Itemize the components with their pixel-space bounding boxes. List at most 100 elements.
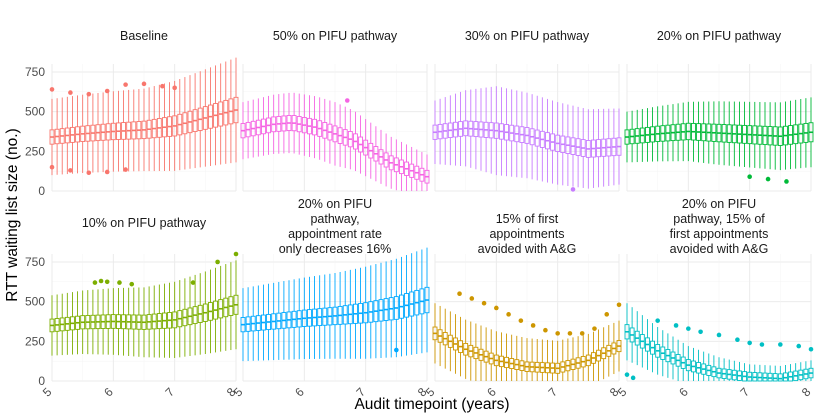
box — [95, 289, 101, 355]
outlier-point — [104, 279, 110, 285]
box — [100, 92, 106, 173]
box — [223, 264, 229, 351]
box — [255, 285, 261, 361]
box — [519, 336, 525, 381]
box — [399, 256, 404, 357]
box — [419, 151, 425, 191]
box — [596, 108, 601, 188]
box — [121, 287, 126, 356]
box — [322, 274, 328, 359]
box — [767, 102, 773, 170]
facet-panel: Baseline 0 250 500 750 — [25, 29, 239, 198]
box — [716, 101, 722, 165]
outlier-point — [570, 187, 576, 192]
box — [696, 101, 701, 163]
facet-strip-title-line: 10% on PIFU pathway — [82, 216, 207, 230]
box — [634, 311, 640, 366]
outlier-points — [49, 81, 177, 176]
box — [307, 95, 312, 157]
box — [75, 95, 80, 174]
box — [580, 108, 586, 188]
box — [414, 149, 420, 191]
box — [250, 286, 256, 361]
facet-panel: 50% on PIFU pathway — [240, 29, 430, 192]
outlier-point — [457, 291, 462, 296]
box — [468, 321, 474, 381]
box — [788, 100, 793, 170]
box — [752, 101, 758, 168]
outlier-point — [655, 318, 660, 323]
outlier-point — [129, 281, 135, 287]
box — [493, 331, 499, 381]
box — [731, 360, 737, 381]
box — [473, 323, 479, 381]
box — [172, 281, 178, 358]
outlier-point — [344, 98, 350, 103]
box — [432, 303, 438, 364]
box — [463, 319, 469, 379]
box — [675, 339, 681, 381]
box — [458, 91, 463, 166]
outlier-point — [808, 346, 814, 352]
box — [404, 144, 409, 191]
box — [296, 278, 302, 360]
box — [493, 86, 499, 176]
box — [447, 311, 453, 372]
facet-panel: 20% on PIFU pathway, 15% of first appointm… — [615, 197, 814, 399]
box — [793, 363, 799, 382]
box — [499, 332, 504, 381]
box — [255, 98, 261, 157]
y-axis-title: RTT waiting list size (no.) — [4, 128, 21, 301]
box-iqr — [772, 373, 778, 382]
box — [650, 323, 655, 373]
box — [228, 59, 234, 164]
box — [368, 265, 374, 359]
box — [182, 77, 188, 170]
x-tick-label: 8 — [799, 385, 814, 400]
box — [312, 276, 317, 359]
box — [645, 108, 650, 162]
box — [624, 303, 630, 361]
box — [747, 101, 753, 168]
box-series — [624, 97, 814, 171]
box — [177, 78, 183, 171]
box — [665, 333, 671, 378]
box — [358, 267, 363, 359]
x-tick-label: 5 — [40, 385, 55, 400]
box — [286, 92, 292, 154]
box — [639, 108, 645, 162]
box — [545, 339, 550, 381]
y-tick-label: 0 — [38, 184, 45, 198]
box — [409, 146, 415, 191]
outlier-point — [579, 331, 585, 336]
outlier-point — [530, 323, 536, 328]
outlier-points — [457, 291, 622, 336]
box — [80, 290, 86, 355]
outlier-point — [481, 300, 487, 306]
box — [187, 75, 193, 169]
box — [570, 337, 576, 381]
box — [90, 93, 96, 173]
box — [261, 284, 266, 361]
box — [167, 82, 172, 171]
box — [218, 265, 224, 352]
box — [116, 287, 121, 356]
box — [565, 104, 571, 186]
box — [90, 289, 96, 355]
box — [110, 91, 116, 172]
facet-strip-title: 15% of first appointments avoided with A&G — [478, 212, 577, 256]
box — [126, 287, 132, 356]
outlier-point — [86, 91, 92, 97]
box-series — [49, 57, 239, 176]
box — [266, 283, 271, 361]
box — [660, 105, 666, 162]
facet-strip-title: 20% on PIFU pathway, 15% of first appointm… — [670, 197, 769, 256]
box — [706, 353, 712, 381]
box — [680, 342, 686, 381]
outlier-point — [98, 278, 104, 284]
facet-strip-title-line: 20% on PIFU — [682, 197, 756, 211]
box — [611, 108, 617, 186]
box — [208, 269, 213, 354]
box — [596, 329, 601, 381]
box — [691, 101, 696, 162]
